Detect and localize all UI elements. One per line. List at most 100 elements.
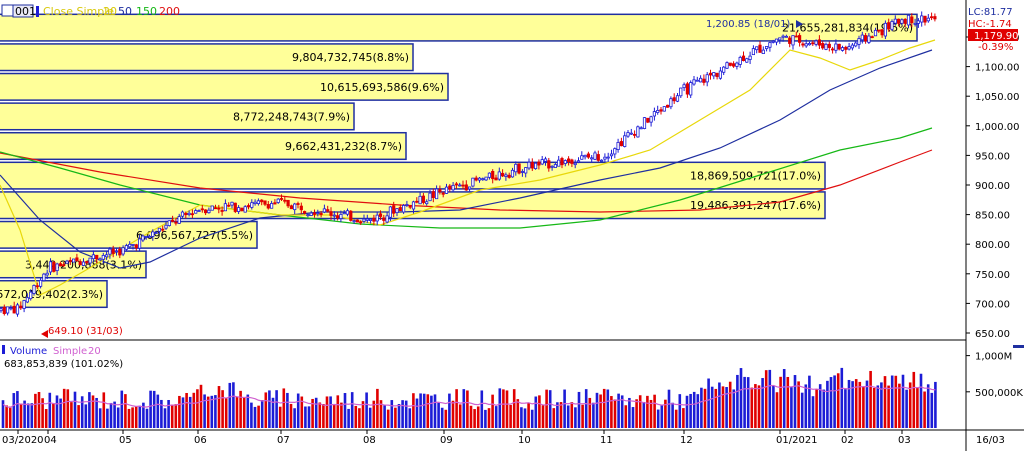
candle-body (900, 19, 904, 24)
candle-body (778, 37, 782, 41)
candle-body (289, 205, 294, 210)
candle (322, 204, 327, 214)
hc-value: HC:-1.74 (968, 19, 1012, 30)
candle-body (75, 257, 79, 262)
volume-bar (142, 402, 145, 428)
volume-bar (635, 399, 638, 428)
candle-body (646, 117, 650, 123)
ma-label: Close Simple (43, 5, 114, 18)
candle-body (699, 77, 703, 83)
candle (45, 269, 49, 280)
candle-body (316, 212, 320, 215)
candle-body (329, 211, 333, 216)
candle (900, 18, 904, 26)
candle (52, 260, 56, 273)
volume-bars-layer (1, 367, 937, 428)
time-tick-label: 12 (680, 435, 693, 446)
volume-bar (358, 408, 361, 428)
candle-body (428, 192, 432, 202)
candle (339, 210, 343, 223)
candle-body (675, 95, 680, 102)
candle-body (157, 227, 161, 232)
candle-body (223, 203, 227, 212)
volume-bar (541, 405, 545, 428)
vbp-bar-group: 3,442,200,888(3.1%) (0, 250, 147, 279)
candle-body (844, 46, 848, 50)
candle (12, 301, 16, 314)
candle-body (444, 186, 449, 194)
volume-bar (253, 406, 257, 428)
volume-bar (422, 393, 426, 428)
candle (425, 199, 429, 206)
low-arrow-icon (41, 330, 48, 338)
vbp-bar-group: 2,572,019,402(2.3%) (0, 279, 108, 309)
candle (699, 75, 703, 83)
candle-body (540, 159, 544, 165)
volume-bar (98, 408, 102, 428)
candlestick-layer (0, 11, 937, 317)
candle-body (685, 83, 690, 95)
candle (507, 172, 511, 179)
candle-body (755, 46, 759, 51)
candle (850, 42, 855, 51)
candle (451, 182, 455, 193)
candle (725, 61, 729, 69)
candle (715, 72, 719, 80)
candle-body (708, 72, 713, 76)
code-box[interactable] (12, 4, 34, 18)
price-tick-label: 650.00 (975, 329, 1010, 340)
volume-bar (804, 384, 808, 428)
candle (29, 289, 33, 301)
volume-bar (876, 385, 880, 428)
volume-bar (12, 393, 16, 428)
volume-bar (181, 397, 185, 428)
candle (751, 45, 756, 56)
candle-body (811, 42, 815, 45)
volume-bar (739, 368, 743, 428)
candle (910, 13, 914, 28)
volume-bar (242, 397, 246, 428)
price-info-box: LC:81.77 HC:-1.74 1,179.90 -0.39% (968, 7, 1019, 53)
volume-bar (534, 396, 538, 428)
volume-bar (145, 408, 149, 428)
volume-bar (444, 409, 448, 428)
candle-body (85, 261, 89, 264)
volume-bar (869, 370, 872, 428)
candle (613, 147, 617, 159)
candle (329, 207, 333, 220)
chart-legend: 001 Close Simple 20 50 150 200 (1, 4, 180, 18)
time-tick-label: 03/2020 (2, 435, 44, 446)
candle (72, 258, 76, 263)
volume-bar (196, 389, 199, 428)
candle (758, 41, 762, 53)
candle-body (378, 213, 383, 217)
moving-average-layer (0, 39, 936, 296)
volume-bar (91, 395, 95, 428)
volume-bar (682, 408, 685, 428)
candle (260, 199, 264, 206)
volume-bar (293, 408, 296, 428)
volume-bar (908, 382, 912, 428)
volume-bar (109, 402, 113, 428)
volume-bar (239, 390, 242, 428)
volume-bar-icon (2, 345, 5, 354)
candle (669, 96, 673, 110)
candle-body (425, 201, 429, 205)
candle-body (705, 74, 709, 83)
candle-body (88, 257, 92, 264)
panel-resize-handle[interactable] (1013, 345, 1024, 348)
candle (491, 169, 495, 184)
candle (824, 42, 828, 51)
candle-body (170, 219, 175, 222)
volume-bar (829, 377, 833, 428)
candle (781, 34, 785, 42)
volume-bar (228, 382, 232, 428)
vbp-bar (0, 13, 918, 42)
candle-body (497, 171, 501, 180)
volume-bar (70, 402, 73, 428)
volume-bar (170, 404, 174, 428)
candle-body (586, 153, 591, 158)
volume-bar (606, 389, 610, 428)
volume-bar (156, 394, 160, 428)
